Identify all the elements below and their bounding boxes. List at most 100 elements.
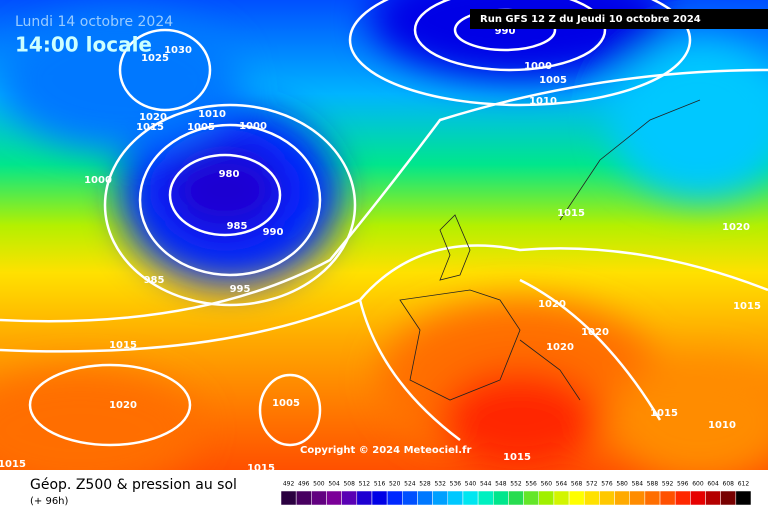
legend-swatch	[690, 490, 706, 506]
legend-swatch	[462, 490, 479, 506]
legend-label: 584	[632, 481, 644, 488]
legend-label: 536	[450, 481, 462, 488]
legend-swatch	[644, 490, 661, 506]
legend-label: 532	[434, 481, 446, 488]
legend-swatch	[674, 490, 691, 506]
legend-label: 516	[374, 481, 386, 488]
isobar-label: 1020	[139, 112, 167, 123]
legend-swatch	[599, 490, 615, 506]
legend-swatch	[508, 490, 524, 506]
isobar-label: 1015	[109, 340, 137, 351]
legend-swatch	[311, 490, 327, 506]
legend-swatch	[720, 490, 737, 506]
legend-label: 568	[571, 481, 583, 488]
isobar-label: 1020	[109, 400, 137, 411]
legend-label: 592	[662, 481, 674, 488]
isobar-label: 1010	[529, 96, 557, 107]
legend-swatch	[568, 490, 585, 506]
legend-swatch	[386, 490, 403, 506]
isobar-label: 1015	[557, 208, 585, 219]
legend-swatch	[659, 490, 676, 506]
legend-label: 604	[707, 481, 719, 488]
time-label: 14:00 locale	[15, 33, 152, 57]
copyright: Copyright © 2024 Meteociel.fr	[300, 445, 471, 456]
legend-swatch	[356, 490, 373, 506]
legend-label: 580	[616, 481, 628, 488]
legend-label: 500	[313, 481, 325, 488]
legend-swatch	[326, 490, 342, 506]
footer-title: Géop. Z500 & pression au sol	[30, 477, 237, 493]
legend-label: 548	[495, 481, 507, 488]
legend-swatch	[447, 490, 464, 506]
legend-swatch	[614, 490, 630, 506]
map-field	[0, 0, 768, 470]
legend-swatch	[629, 490, 646, 506]
isobar-label: 1010	[708, 420, 736, 431]
legend-swatch	[583, 490, 600, 506]
legend-label: 540	[465, 481, 477, 488]
isobar-label: 1015	[136, 122, 164, 133]
isobar-label: 1015	[503, 452, 531, 463]
isobar-label: 1015	[733, 301, 761, 312]
isobar-label: 985	[144, 275, 165, 286]
legend-label: 508	[343, 481, 355, 488]
isobar-label: 1015	[247, 463, 275, 474]
isobar-label: 1020	[581, 327, 609, 338]
isobar-label: 1015	[0, 459, 26, 470]
legend-label: 560	[541, 481, 553, 488]
legend-label: 544	[480, 481, 492, 488]
footer-lead: (+ 96h)	[30, 496, 69, 507]
legend-label: 496	[298, 481, 310, 488]
legend-label: 552	[510, 481, 522, 488]
legend-swatch	[280, 490, 297, 506]
legend-label: 504	[328, 481, 340, 488]
legend-swatch	[295, 490, 312, 506]
run-box	[470, 9, 768, 29]
isobar-label: 980	[219, 169, 240, 180]
isobar-label: 1005	[539, 75, 567, 86]
date-label: Lundi 14 octobre 2024	[15, 14, 173, 30]
legend-label: 612	[738, 481, 750, 488]
isobar-label: 985	[227, 221, 248, 232]
isobar-label: 1010	[198, 109, 226, 120]
legend-label: 600	[692, 481, 704, 488]
legend-label: 588	[647, 481, 659, 488]
legend-label: 520	[389, 481, 401, 488]
legend-label: 524	[404, 481, 416, 488]
isobar-label: 1015	[650, 408, 678, 419]
legend-swatch	[371, 490, 388, 506]
legend-label: 492	[283, 481, 295, 488]
legend-label: 512	[359, 481, 371, 488]
legend-label: 608	[723, 481, 735, 488]
isobar-label: 1020	[546, 342, 574, 353]
legend-swatch	[553, 490, 570, 506]
isobar-label: 1005	[272, 398, 300, 409]
legend-swatch	[538, 490, 555, 506]
legend-swatch	[735, 490, 752, 506]
isobar-label: 990	[495, 26, 516, 37]
isobar-label: 1020	[722, 222, 750, 233]
isobar-label: 1000	[239, 121, 267, 132]
legend-swatch	[705, 490, 721, 506]
legend-swatch	[523, 490, 539, 506]
isobar-label: 1000	[524, 61, 552, 72]
legend-swatch	[402, 490, 418, 506]
legend-label: 596	[677, 481, 689, 488]
isobar-label: 995	[230, 284, 251, 295]
isobar-label: 1005	[187, 122, 215, 133]
run-label: Run GFS 12 Z du Jeudi 10 octobre 2024	[480, 14, 701, 25]
legend-label: 572	[586, 481, 598, 488]
isobar-label: 1030	[164, 45, 192, 56]
legend-label: 556	[525, 481, 537, 488]
legend-swatch	[493, 490, 509, 506]
isobar-label: 990	[263, 227, 284, 238]
legend-swatch	[477, 490, 494, 506]
isobar-label: 1020	[538, 299, 566, 310]
isobar-label: 1000	[84, 175, 112, 186]
legend-label: 528	[419, 481, 431, 488]
isobar-label: 1025	[141, 53, 169, 64]
legend-swatch	[417, 490, 433, 506]
legend-swatch	[432, 490, 449, 506]
